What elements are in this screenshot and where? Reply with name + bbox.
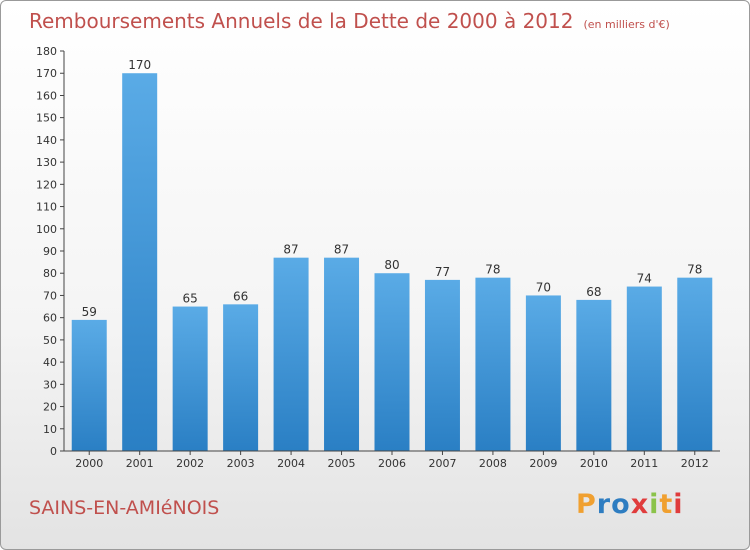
y-tick-label: 20 [43, 401, 57, 414]
logo-letter: r [596, 489, 612, 520]
y-tick-label: 180 [36, 45, 57, 58]
y-tick-label: 50 [43, 334, 57, 347]
x-tick-label: 2011 [630, 457, 658, 470]
bar [626, 286, 662, 451]
bar-value-label: 59 [82, 305, 97, 319]
y-tick-label: 90 [43, 245, 57, 258]
y-tick-label: 10 [43, 423, 57, 436]
x-tick-label: 2004 [277, 457, 305, 470]
bar-value-label: 66 [233, 289, 248, 303]
chart-unit: (en milliers d'€) [583, 18, 670, 31]
chart-title-text: Remboursements Annuels de la Dette de 20… [29, 9, 574, 33]
bar-value-label: 170 [128, 58, 151, 72]
x-tick-label: 2009 [529, 457, 557, 470]
bar-value-label: 78 [687, 263, 702, 277]
y-tick-label: 110 [36, 201, 57, 214]
y-tick-label: 80 [43, 267, 57, 280]
proxiti-logo: Proxiti [576, 489, 684, 520]
bar [475, 277, 511, 451]
bar-value-label: 70 [536, 280, 551, 294]
y-tick-label: 140 [36, 134, 57, 147]
bar-value-label: 74 [637, 272, 652, 286]
bar [71, 319, 107, 451]
logo-letter: i [649, 489, 660, 520]
y-tick-label: 100 [36, 223, 57, 236]
bar [122, 73, 158, 451]
x-axis: 2000 2001 2002 2003 2004 2005 2006 2007 2008 2009… [64, 450, 720, 470]
logo-letter: P [576, 489, 597, 520]
bar [273, 257, 309, 451]
logo-letter: x [630, 489, 650, 520]
bar-value-label: 78 [485, 263, 500, 277]
x-tick-label: 2002 [176, 457, 204, 470]
y-tick-label: 130 [36, 156, 57, 169]
logo-letter: o [611, 489, 631, 520]
bar [172, 306, 208, 451]
bar [324, 257, 360, 451]
y-tick-label: 170 [36, 67, 57, 80]
bar-value-label: 77 [435, 265, 450, 279]
bar [525, 295, 561, 451]
bar [424, 279, 460, 451]
bar [576, 299, 612, 451]
x-tick-label: 2010 [580, 457, 608, 470]
x-tick-label: 2003 [227, 457, 255, 470]
logo-letter: t [659, 489, 674, 520]
y-tick-label: 30 [43, 378, 57, 391]
x-tick-label: 2007 [428, 457, 456, 470]
chart-title: Remboursements Annuels de la Dette de 20… [29, 9, 670, 33]
y-tick-label: 40 [43, 356, 57, 369]
bar [677, 277, 713, 451]
bar-value-label: 65 [183, 292, 198, 306]
bar [223, 304, 259, 451]
y-tick-label: 120 [36, 178, 57, 191]
x-tick-label: 2001 [126, 457, 154, 470]
commune-name: SAINS-EN-AMIéNOIS [29, 497, 220, 519]
logo-letter: i [673, 489, 684, 520]
y-tick-label: 160 [36, 89, 57, 102]
x-tick-label: 2005 [328, 457, 356, 470]
y-tick-label: 0 [50, 445, 57, 458]
bars: 59 170 65 66 87 87 80 77 78 70 68 74 78 [71, 58, 713, 451]
y-tick-label: 150 [36, 112, 57, 125]
bar [374, 273, 410, 451]
x-tick-label: 2000 [75, 457, 103, 470]
bar-value-label: 68 [586, 285, 601, 299]
y-axis: 0 10 20 30 40 50 60 70 80 90 100 110 120 130 140 150 160… [36, 45, 65, 458]
y-tick-label: 70 [43, 289, 57, 302]
y-tick-label: 60 [43, 312, 57, 325]
x-tick-label: 2006 [378, 457, 406, 470]
x-tick-label: 2008 [479, 457, 507, 470]
bar-value-label: 87 [334, 243, 349, 257]
bar-value-label: 80 [384, 258, 399, 272]
x-tick-label: 2012 [681, 457, 709, 470]
bar-value-label: 87 [283, 243, 298, 257]
